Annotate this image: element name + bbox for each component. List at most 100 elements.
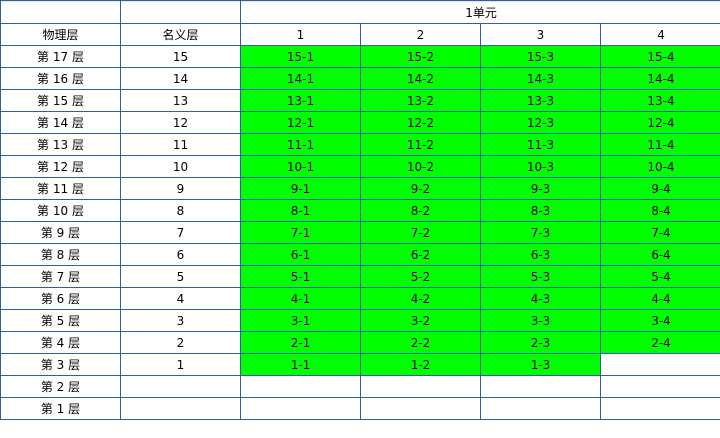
floor-row: 第 1 层 (0, 397, 720, 420)
header-row-unit: 1单元 (0, 0, 720, 24)
physical-floor-cell: 第 6 层 (0, 287, 121, 310)
room-cell[interactable]: 3-4 (599, 309, 720, 332)
room-cell[interactable]: 5-1 (240, 265, 361, 288)
room-cell[interactable]: 6-3 (480, 243, 601, 266)
nominal-floor-cell: 15 (120, 45, 241, 68)
header-row-columns: 物理层 名义层 1 2 3 4 (0, 23, 720, 46)
room-cell[interactable]: 10-4 (599, 155, 720, 178)
room-cell[interactable]: 15-1 (240, 45, 361, 68)
room-cell[interactable]: 9-1 (240, 177, 361, 200)
nominal-floor-cell: 8 (120, 199, 241, 222)
physical-floor-cell: 第 7 层 (0, 265, 121, 288)
nominal-floor-cell: 11 (120, 133, 241, 156)
room-cell[interactable]: 9-2 (360, 177, 481, 200)
nominal-floor-cell: 3 (120, 309, 241, 332)
room-cell[interactable]: 15-3 (480, 45, 601, 68)
floor-row: 第 2 层 (0, 375, 720, 398)
empty-room-cell (599, 397, 720, 420)
room-cell[interactable]: 14-2 (360, 67, 481, 90)
room-cell[interactable]: 14-3 (480, 67, 601, 90)
header-blank-physical (0, 0, 121, 24)
physical-floor-header: 物理层 (0, 23, 121, 46)
room-cell[interactable]: 15-2 (360, 45, 481, 68)
room-cell[interactable]: 5-4 (599, 265, 720, 288)
room-cell[interactable]: 2-3 (480, 331, 601, 354)
floor-row: 第 6 层 4 4-1 4-2 4-3 4-4 (0, 287, 720, 310)
room-cell[interactable]: 12-4 (599, 111, 720, 134)
room-cell[interactable]: 12-3 (480, 111, 601, 134)
room-cell[interactable]: 5-3 (480, 265, 601, 288)
physical-floor-cell: 第 10 层 (0, 199, 121, 222)
room-cell[interactable]: 2-2 (360, 331, 481, 354)
room-cell[interactable]: 12-2 (360, 111, 481, 134)
room-cell[interactable]: 1-2 (360, 353, 481, 376)
room-cell[interactable]: 8-3 (480, 199, 601, 222)
room-cell[interactable]: 11-4 (599, 133, 720, 156)
room-cell[interactable]: 6-2 (360, 243, 481, 266)
room-column-header: 4 (599, 23, 720, 46)
nominal-floor-cell (120, 375, 241, 398)
room-cell[interactable]: 15-4 (599, 45, 720, 68)
room-cell[interactable]: 8-1 (240, 199, 361, 222)
room-cell[interactable]: 2-4 (599, 331, 720, 354)
physical-floor-cell: 第 8 层 (0, 243, 121, 266)
nominal-floor-cell: 1 (120, 353, 241, 376)
room-cell[interactable]: 4-3 (480, 287, 601, 310)
room-cell[interactable]: 6-4 (599, 243, 720, 266)
room-cell[interactable]: 10-1 (240, 155, 361, 178)
nominal-floor-cell: 7 (120, 221, 241, 244)
floor-row: 第 7 层 5 5-1 5-2 5-3 5-4 (0, 265, 720, 288)
room-cell[interactable]: 10-2 (360, 155, 481, 178)
room-cell[interactable]: 10-3 (480, 155, 601, 178)
room-cell[interactable]: 3-1 (240, 309, 361, 332)
room-cell[interactable]: 13-4 (599, 89, 720, 112)
room-cell[interactable]: 7-4 (599, 221, 720, 244)
room-cell[interactable]: 13-2 (360, 89, 481, 112)
nominal-floor-cell: 9 (120, 177, 241, 200)
floor-row: 第 4 层 2 2-1 2-2 2-3 2-4 (0, 331, 720, 354)
empty-room-cell (360, 397, 481, 420)
room-cell[interactable]: 12-1 (240, 111, 361, 134)
room-cell[interactable]: 8-2 (360, 199, 481, 222)
room-cell[interactable]: 4-1 (240, 287, 361, 310)
room-cell[interactable]: 9-3 (480, 177, 601, 200)
floor-row: 第 12 层 10 10-1 10-2 10-3 10-4 (0, 155, 720, 178)
floor-row: 第 14 层 12 12-1 12-2 12-3 12-4 (0, 111, 720, 134)
room-cell[interactable]: 14-1 (240, 67, 361, 90)
nominal-floor-cell: 5 (120, 265, 241, 288)
room-cell[interactable]: 13-3 (480, 89, 601, 112)
unit-header: 1单元 (239, 0, 720, 24)
room-column-header: 2 (360, 23, 481, 46)
room-cell[interactable]: 1-1 (240, 353, 361, 376)
physical-floor-cell: 第 14 层 (0, 111, 121, 134)
room-cell[interactable]: 7-3 (480, 221, 601, 244)
room-cell[interactable]: 1-3 (480, 353, 601, 376)
room-cell[interactable]: 7-1 (240, 221, 361, 244)
room-cell[interactable]: 11-2 (360, 133, 481, 156)
floor-row: 第 3 层 1 1-1 1-2 1-3 (0, 353, 720, 376)
room-cell[interactable]: 5-2 (360, 265, 481, 288)
room-cell[interactable]: 3-3 (480, 309, 601, 332)
room-cell[interactable]: 4-4 (599, 287, 720, 310)
floor-row: 第 17 层 15 15-1 15-2 15-3 15-4 (0, 45, 720, 68)
room-cell[interactable]: 13-1 (240, 89, 361, 112)
floor-row: 第 10 层 8 8-1 8-2 8-3 8-4 (0, 199, 720, 222)
physical-floor-cell: 第 17 层 (0, 45, 121, 68)
room-cell[interactable]: 2-1 (240, 331, 361, 354)
physical-floor-cell: 第 1 层 (0, 397, 121, 420)
room-cell[interactable]: 6-1 (240, 243, 361, 266)
room-cell[interactable]: 11-3 (480, 133, 601, 156)
room-cell[interactable]: 14-4 (599, 67, 720, 90)
room-cell[interactable]: 7-2 (360, 221, 481, 244)
room-cell[interactable]: 3-2 (360, 309, 481, 332)
nominal-floor-cell (120, 397, 241, 420)
physical-floor-cell: 第 2 层 (0, 375, 121, 398)
room-cell[interactable]: 8-4 (599, 199, 720, 222)
empty-room-cell (599, 375, 720, 398)
room-cell[interactable]: 9-4 (599, 177, 720, 200)
room-cell[interactable]: 11-1 (240, 133, 361, 156)
room-cell[interactable]: 4-2 (360, 287, 481, 310)
nominal-floor-cell: 6 (120, 243, 241, 266)
physical-floor-cell: 第 12 层 (0, 155, 121, 178)
floor-row: 第 9 层 7 7-1 7-2 7-3 7-4 (0, 221, 720, 244)
